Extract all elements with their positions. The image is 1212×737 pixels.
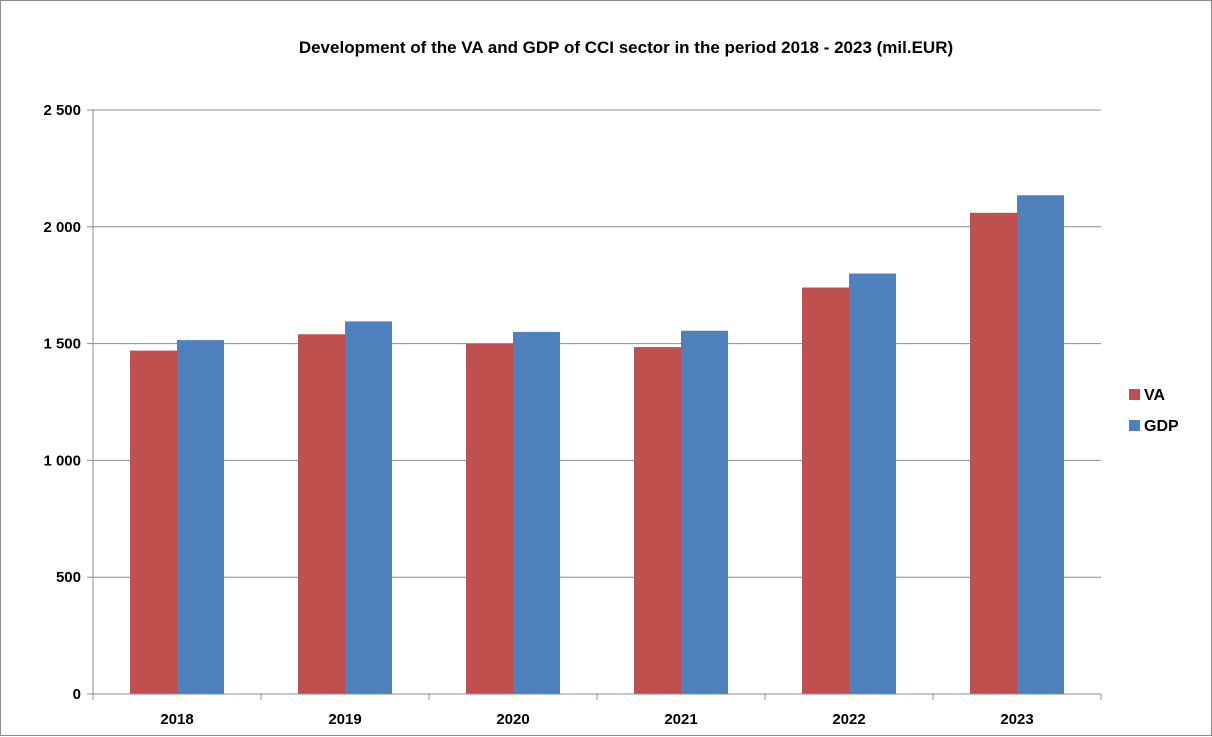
bar-gdp-2021 — [681, 330, 728, 694]
bar-va-2018 — [130, 350, 177, 694]
y-tick-label: 2 500 — [43, 102, 81, 119]
bar-gdp-2022 — [849, 273, 896, 694]
bar-gdp-2020 — [513, 331, 560, 694]
legend: VA GDP — [1129, 387, 1179, 435]
legend-label-gdp: GDP — [1144, 418, 1179, 435]
bar-va-2021 — [634, 347, 681, 694]
y-tick-label: 0 — [73, 686, 81, 703]
bar-va-2022 — [802, 287, 849, 694]
legend-swatch-gdp — [1129, 420, 1140, 431]
x-tick-label: 2022 — [832, 711, 865, 728]
axes — [92, 110, 1101, 695]
bar-va-2020 — [466, 343, 513, 694]
x-axis-ticks: 2018 2019 2020 2021 2022 2023 — [92, 694, 1102, 728]
legend-label-va: VA — [1144, 387, 1165, 404]
x-tick-label: 2021 — [664, 711, 697, 728]
y-tick-label: 1 500 — [43, 336, 81, 353]
bar-gdp-2019 — [345, 321, 392, 694]
bar-gdp-2023 — [1017, 195, 1064, 694]
bars — [130, 195, 1064, 694]
y-tick-label: 2 000 — [43, 219, 81, 236]
y-axis-ticks: 0 500 1 000 1 500 2 000 2 500 — [43, 102, 93, 703]
bar-va-2019 — [298, 334, 345, 694]
legend-swatch-va — [1129, 389, 1140, 400]
x-tick-label: 2023 — [1000, 711, 1033, 728]
x-tick-label: 2018 — [160, 711, 193, 728]
chart-title: Development of the VA and GDP of CCI sec… — [299, 38, 953, 57]
y-tick-label: 500 — [56, 569, 81, 586]
x-tick-label: 2019 — [328, 711, 361, 728]
gridlines — [93, 109, 1101, 578]
x-tick-label: 2020 — [496, 711, 529, 728]
bar-gdp-2018 — [177, 340, 224, 694]
bar-va-2023 — [970, 212, 1017, 694]
y-tick-label: 1 000 — [43, 452, 81, 469]
